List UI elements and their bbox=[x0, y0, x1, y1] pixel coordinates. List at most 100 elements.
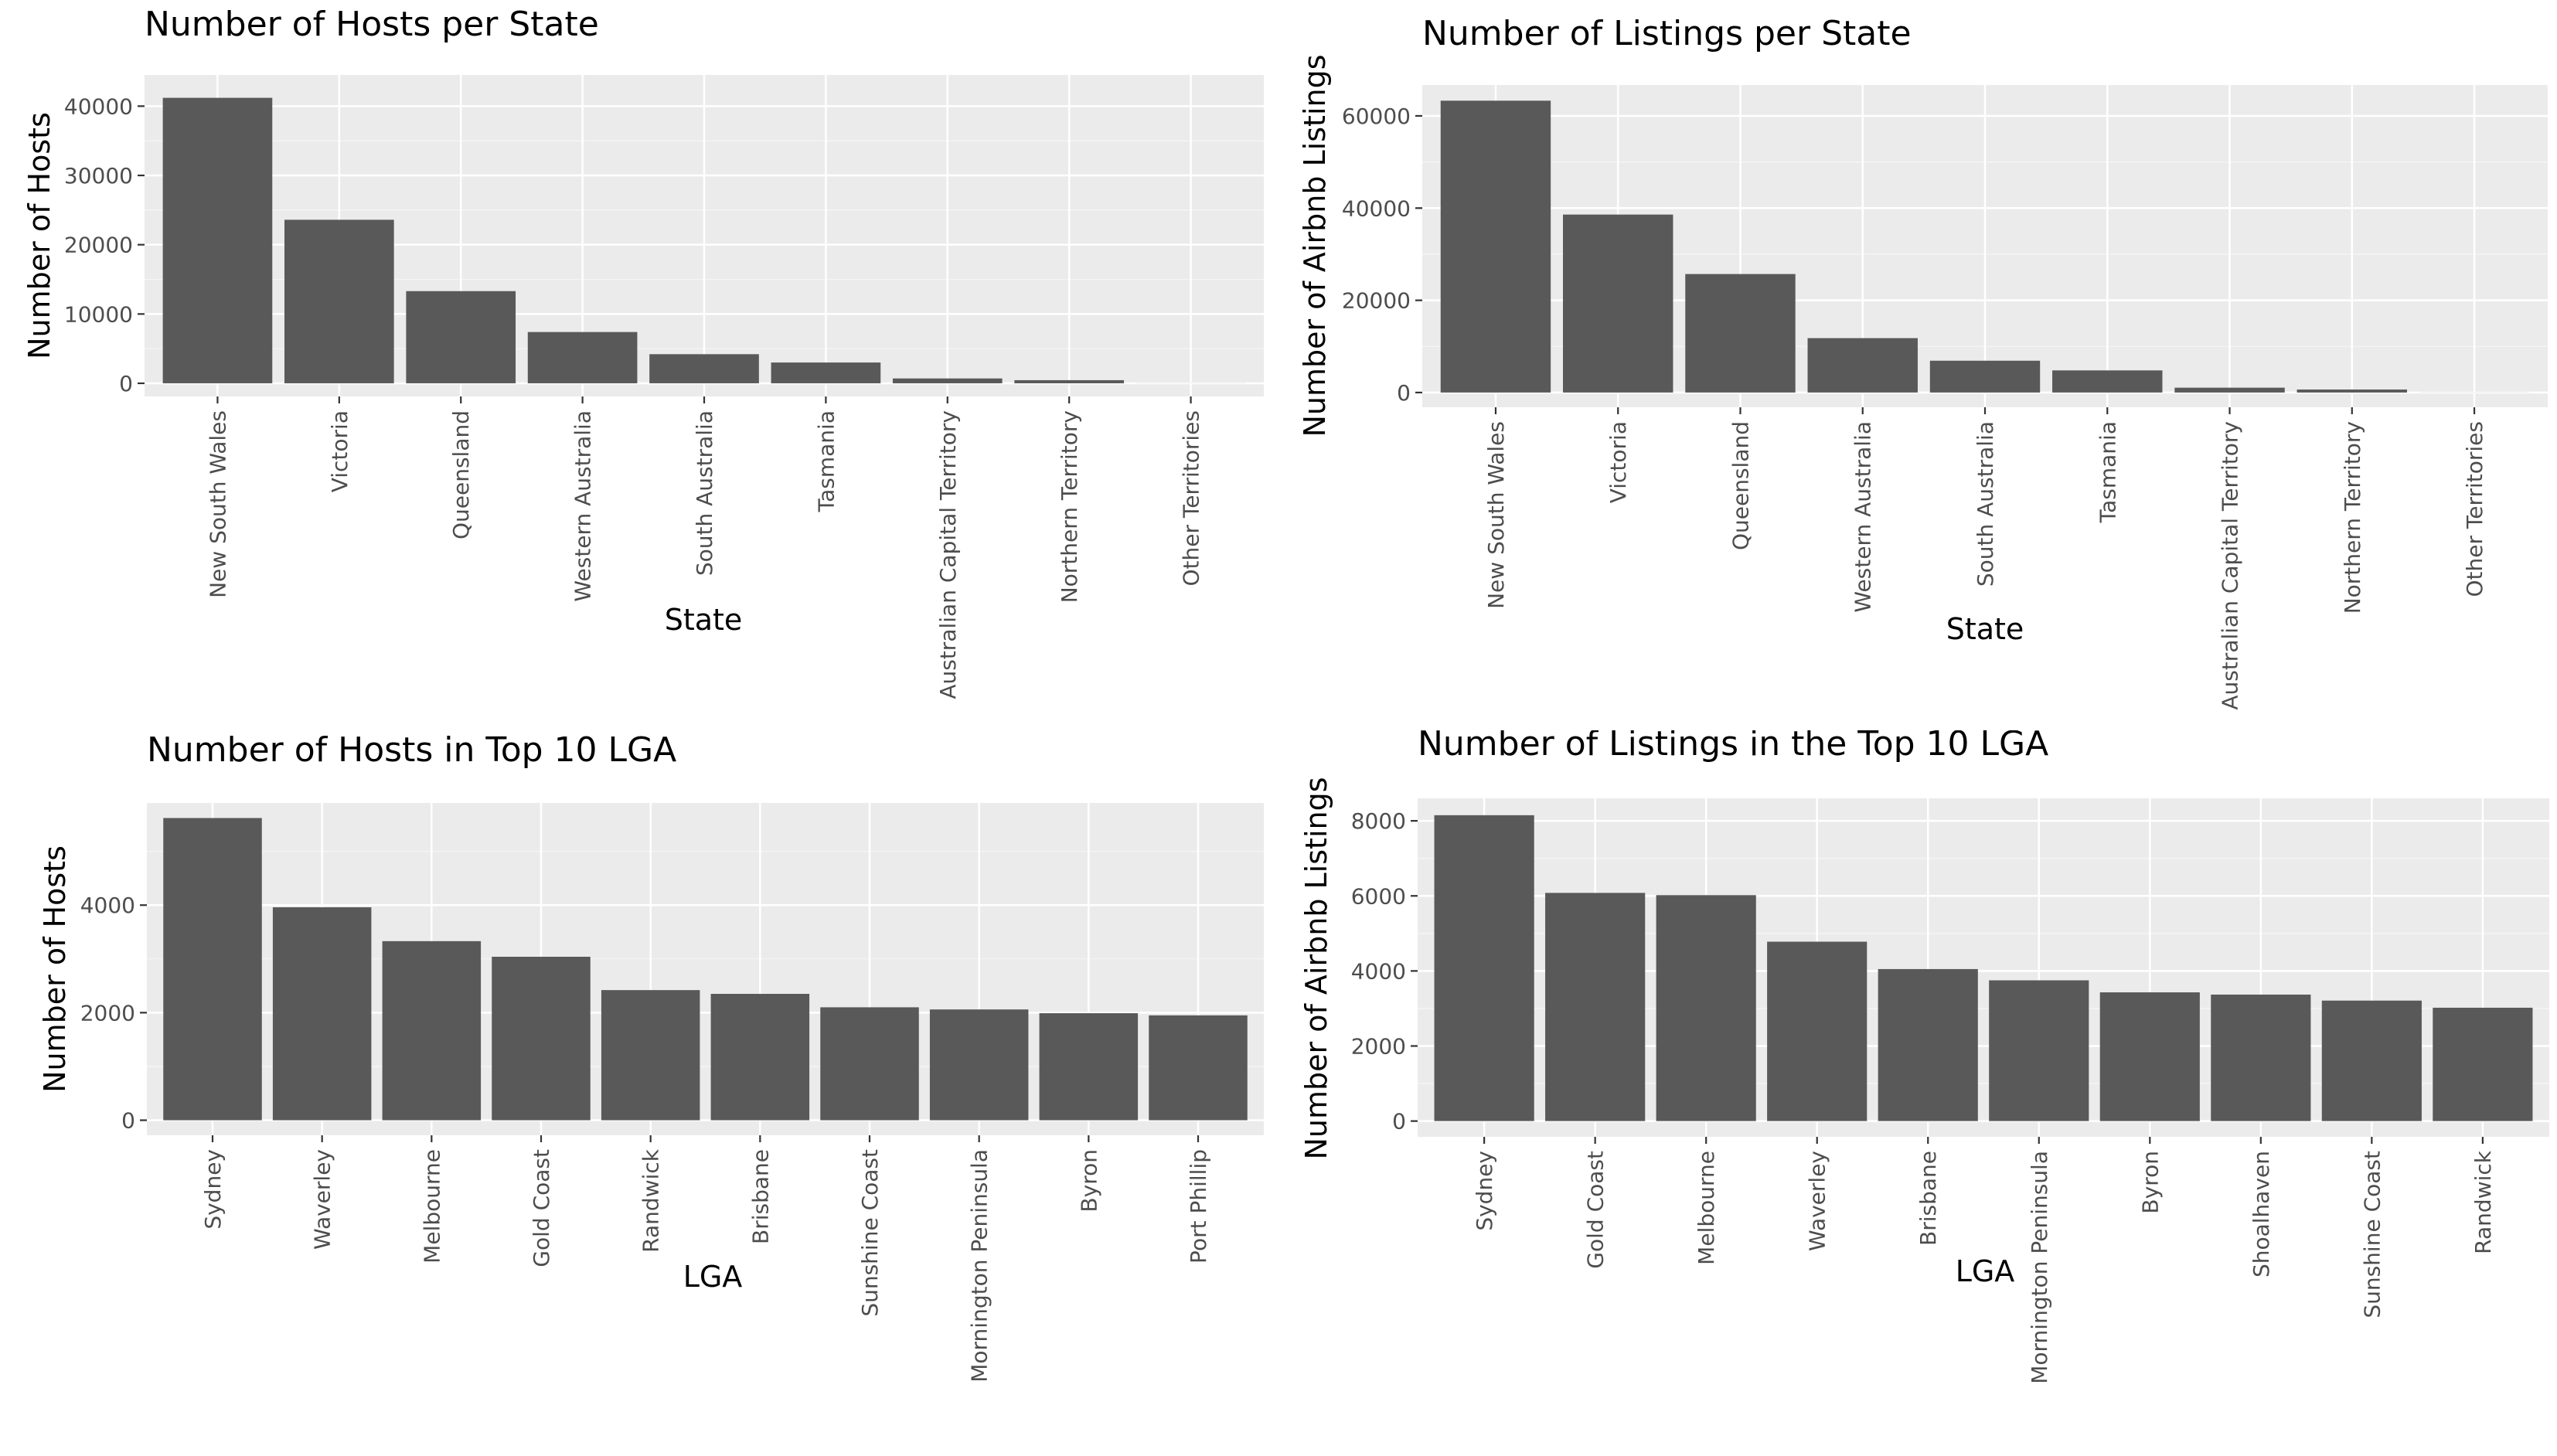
y-tick-label: 4000 bbox=[80, 893, 135, 918]
bar bbox=[163, 818, 262, 1120]
chart-listings-state: Number of Listings per State 0 20000 40000… bbox=[1282, 0, 2557, 730]
x-tick-label: Northern Territory bbox=[2340, 421, 2365, 614]
y-tick-label: 20000 bbox=[64, 233, 133, 258]
x-axis-title: LGA bbox=[683, 1260, 743, 1294]
chart-title: Number of Listings per State bbox=[1422, 14, 1912, 53]
x-tick-label: South Australia bbox=[1973, 421, 1998, 587]
chart-panel-listings-lga: Number of Listings in the Top 10 LGA 0 20… bbox=[1282, 730, 2557, 1456]
y-tick-label: 40000 bbox=[64, 94, 133, 119]
x-tick-label: Melbourne bbox=[419, 1149, 444, 1264]
y-tick-label: 0 bbox=[119, 371, 133, 396]
bar bbox=[1441, 100, 1551, 393]
y-tick-label: 20000 bbox=[1342, 288, 1411, 314]
chart-hosts-lga: Number of Hosts in Top 10 LGA 0 2000 4000 S… bbox=[0, 730, 1275, 1453]
x-tick-label: Waverley bbox=[1805, 1151, 1830, 1251]
y-tick-label: 0 bbox=[1392, 1109, 1406, 1135]
bar bbox=[1656, 895, 1756, 1121]
chart-title: Number of Listings in the Top 10 LGA bbox=[1418, 730, 2048, 764]
x-tick-label: Other Territories bbox=[1179, 410, 1204, 587]
x-tick-label: Brisbane bbox=[747, 1149, 773, 1244]
x-axis-title: LGA bbox=[1956, 1254, 2015, 1288]
x-tick-label: Randwick bbox=[638, 1148, 664, 1253]
bar bbox=[1040, 1013, 1139, 1120]
x-tick-label: Tasmania bbox=[2095, 421, 2120, 523]
x-tick-label: Gold Coast bbox=[1583, 1151, 1609, 1269]
bar bbox=[273, 907, 372, 1121]
bar bbox=[1808, 338, 1918, 393]
x-tick-label: Shoalhaven bbox=[2249, 1151, 2274, 1277]
y-tick-label: 2000 bbox=[1351, 1033, 1406, 1059]
x-tick-label: Tasmania bbox=[813, 410, 839, 512]
x-tick-label: Australian Capital Territory bbox=[2218, 421, 2243, 710]
bar bbox=[2052, 370, 2162, 393]
bar bbox=[2433, 1008, 2532, 1121]
y-axis-title: Number of Airbnb Listings bbox=[1299, 777, 1333, 1159]
x-tick-label: New South Wales bbox=[1483, 421, 1509, 609]
bar bbox=[1014, 380, 1124, 383]
bar bbox=[492, 957, 591, 1121]
bar bbox=[601, 990, 700, 1120]
y-axis-title: Number of Hosts bbox=[22, 112, 56, 359]
x-tick-label: Port Phillip bbox=[1186, 1149, 1211, 1264]
x-tick-label: Sydney bbox=[200, 1149, 226, 1230]
x-tick-label: Victoria bbox=[1605, 421, 1631, 503]
y-tick-label: 10000 bbox=[64, 301, 133, 327]
y-axis-title: Number of Airbnb Listings bbox=[1298, 54, 1332, 437]
bar bbox=[2211, 995, 2310, 1121]
x-axis-title: State bbox=[665, 603, 743, 637]
y-tick-label: 0 bbox=[1397, 380, 1411, 406]
y-tick-label: 60000 bbox=[1342, 104, 1411, 129]
bar bbox=[1767, 941, 1867, 1121]
bar bbox=[2174, 388, 2284, 393]
bar bbox=[1685, 274, 1795, 393]
x-tick-label: Sunshine Coast bbox=[2359, 1151, 2385, 1318]
bar bbox=[771, 362, 881, 383]
bar bbox=[1989, 981, 2089, 1121]
x-tick-label: Queensland bbox=[1728, 421, 1753, 550]
y-tick-label: 30000 bbox=[64, 163, 133, 189]
bar bbox=[930, 1009, 1029, 1120]
x-axis-title: State bbox=[1946, 612, 2024, 646]
bar bbox=[711, 994, 809, 1121]
x-tick-label: Western Australia bbox=[1851, 421, 1876, 613]
x-tick-label: Byron bbox=[2137, 1151, 2163, 1214]
y-tick-label: 2000 bbox=[80, 1000, 135, 1026]
bar bbox=[1435, 815, 1534, 1121]
bar bbox=[1930, 361, 2040, 393]
bar bbox=[649, 354, 759, 383]
bar bbox=[820, 1007, 919, 1120]
x-tick-label: New South Wales bbox=[205, 410, 230, 598]
chart-hosts-state: Number of Hosts per State 01000020000300… bbox=[0, 0, 1275, 730]
x-tick-label: Mornington Peninsula bbox=[2027, 1151, 2052, 1384]
x-tick-label: Northern Territory bbox=[1057, 410, 1082, 603]
x-tick-label: Waverley bbox=[310, 1149, 335, 1250]
x-tick-label: Australian Capital Territory bbox=[935, 410, 961, 699]
bar bbox=[893, 379, 1003, 383]
bar bbox=[2297, 390, 2407, 393]
x-tick-label: Byron bbox=[1076, 1149, 1101, 1213]
bar bbox=[284, 219, 394, 383]
x-tick-label: Sydney bbox=[1472, 1151, 1497, 1231]
bar bbox=[2322, 1001, 2422, 1121]
x-tick-label: South Australia bbox=[692, 410, 717, 576]
x-tick-label: Western Australia bbox=[570, 410, 596, 602]
bar bbox=[1149, 1015, 1248, 1121]
y-tick-label: 0 bbox=[121, 1108, 135, 1134]
x-tick-label: Mornington Peninsula bbox=[967, 1149, 992, 1383]
bar bbox=[2100, 992, 2200, 1121]
x-tick-label: Brisbane bbox=[1915, 1151, 1941, 1246]
y-tick-label: 4000 bbox=[1351, 958, 1406, 984]
y-tick-label: 6000 bbox=[1351, 883, 1406, 909]
x-tick-label: Randwick bbox=[2470, 1150, 2496, 1254]
y-tick-label: 40000 bbox=[1342, 196, 1411, 221]
chart-panel-hosts-lga: Number of Hosts in Top 10 LGA 0 2000 4000 S… bbox=[0, 730, 1275, 1456]
y-axis-title: Number of Hosts bbox=[38, 845, 72, 1093]
bar bbox=[1545, 893, 1645, 1121]
bar bbox=[383, 941, 482, 1121]
chart-panel-listings-state: Number of Listings per State 0 20000 40000… bbox=[1282, 0, 2557, 733]
bar bbox=[406, 291, 516, 383]
chart-listings-lga: Number of Listings in the Top 10 LGA 0 20… bbox=[1282, 730, 2557, 1453]
chart-title: Number of Hosts in Top 10 LGA bbox=[147, 730, 676, 770]
x-tick-label: Gold Coast bbox=[529, 1149, 554, 1267]
